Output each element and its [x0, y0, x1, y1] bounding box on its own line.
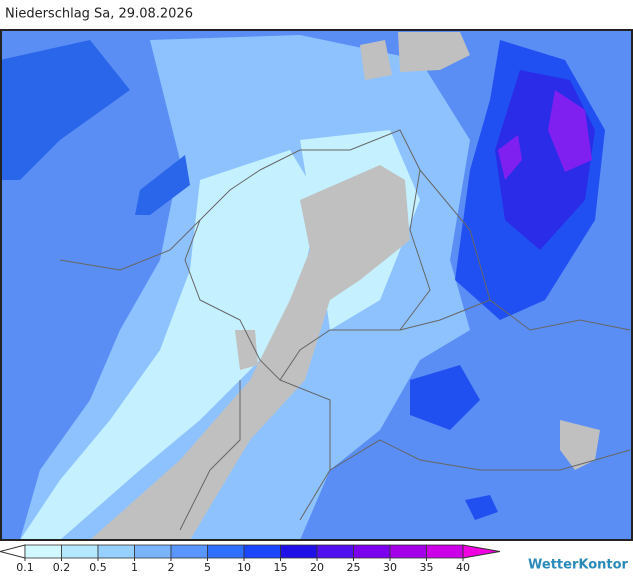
legend-tick-label: 15 [274, 561, 288, 574]
legend-tick-label: 0.5 [89, 561, 107, 574]
map [0, 29, 633, 541]
legend-swatch [243, 544, 281, 559]
legend-swatch [280, 544, 318, 559]
map-title: Niederschlag Sa, 29.08.2026 [5, 7, 193, 22]
legend-swatch [426, 544, 464, 559]
legend-swatch [316, 544, 354, 559]
legend-tick-label: 0.2 [53, 561, 71, 574]
legend-tick-label: 20 [310, 561, 324, 574]
dry-area [235, 330, 258, 370]
precip-area [1, 40, 130, 180]
map-frame [0, 29, 633, 541]
legend-swatch [24, 544, 62, 559]
brand: WetterKontor [528, 558, 629, 573]
legend-swatch [207, 544, 245, 559]
legend-tick-label: 5 [204, 561, 211, 574]
legend-tick-label: 40 [456, 561, 470, 574]
precip-area [20, 150, 320, 540]
legend-tick-label: 1 [131, 561, 138, 574]
precip-area [410, 365, 480, 430]
borders [59, 129, 631, 531]
legend-swatch [134, 544, 172, 559]
legend-tick-label: 0.1 [16, 561, 34, 574]
legend-arrow [0, 544, 26, 559]
dry-area [90, 165, 410, 540]
legend-swatch [170, 544, 208, 559]
legend-tick-label: 25 [347, 561, 361, 574]
legend: 0.1 0.2 0.5 1 2 5 10 15 20 25 30 35 40 [0, 544, 501, 574]
legend-tick-label: 35 [420, 561, 434, 574]
legend-swatch [353, 544, 391, 559]
legend-tick-label: 2 [168, 561, 175, 574]
dry-area [560, 420, 600, 470]
legend-tick-label: 30 [383, 561, 397, 574]
legend-swatch [97, 544, 135, 559]
legend-arrow [462, 544, 501, 559]
precip-area [465, 495, 498, 520]
precip-area [498, 90, 592, 180]
legend-swatch [61, 544, 99, 559]
legend-tick-label: 10 [237, 561, 251, 574]
dry-area [360, 32, 470, 80]
precip-area [135, 155, 190, 215]
legend-swatch [389, 544, 427, 559]
